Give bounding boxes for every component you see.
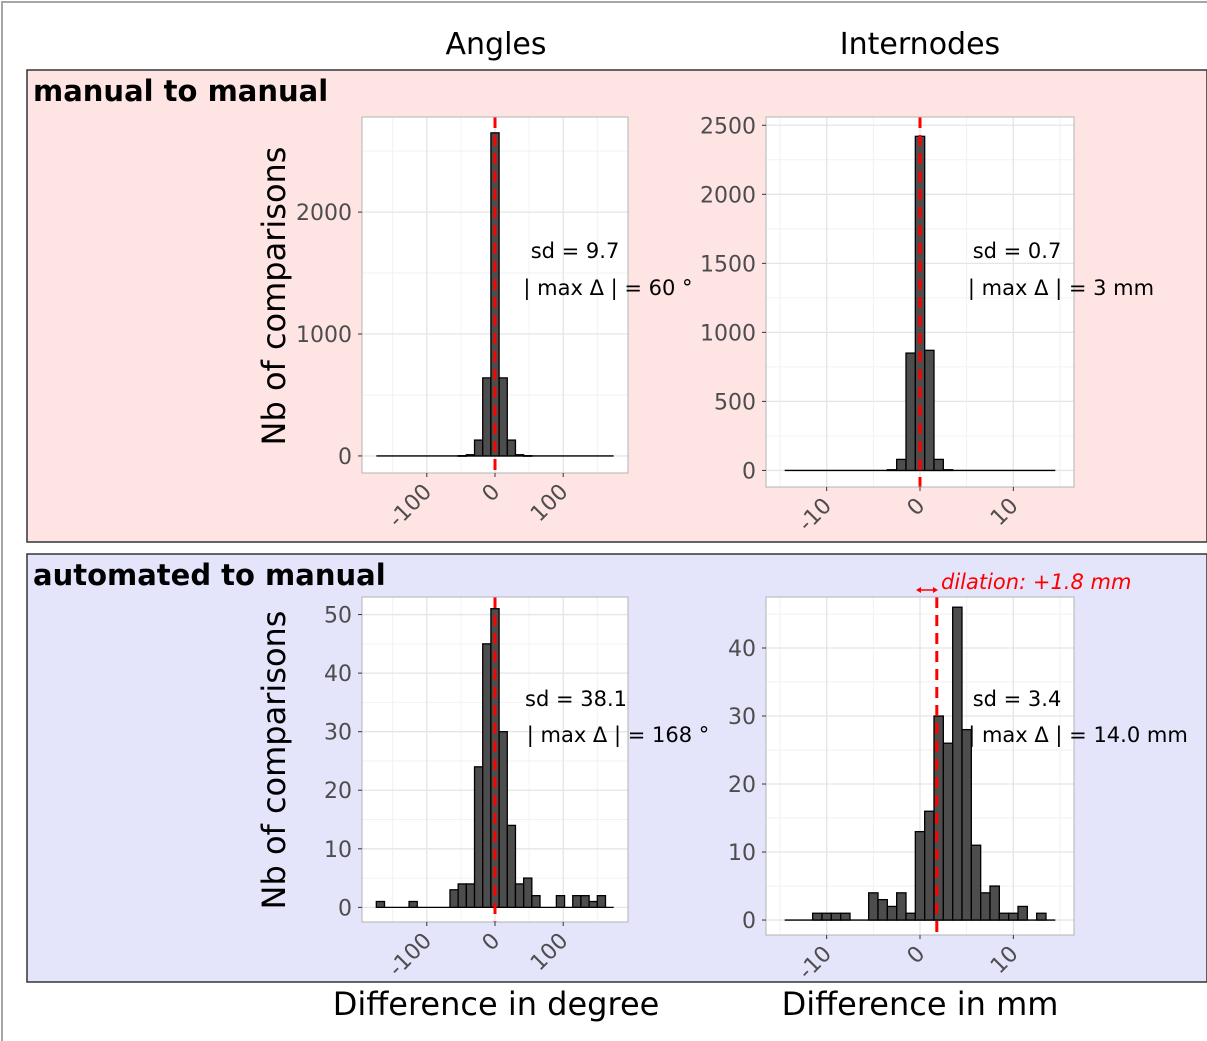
histogram-bar	[886, 905, 898, 921]
histogram-bar	[465, 454, 476, 457]
histogram-bar	[457, 455, 468, 457]
histogram-bar	[933, 458, 944, 472]
annotation-sd-internodes-automated: sd = 3.4	[973, 687, 1062, 711]
histogram-bar	[457, 883, 468, 909]
histogram-bar	[942, 742, 954, 921]
histogram-bar	[482, 643, 492, 909]
histogram-bar	[580, 894, 590, 909]
y-tick-label: 20	[728, 773, 756, 798]
histogram-bar	[482, 377, 492, 457]
row-title-automated: automated to manual	[33, 558, 386, 592]
histogram-bar	[1036, 912, 1047, 921]
histogram-bar	[914, 830, 926, 921]
y-tick-label: 40	[728, 637, 756, 662]
y-tick-label: 10	[324, 838, 352, 863]
histogram-bar	[1008, 912, 1019, 921]
histogram-bar	[896, 458, 907, 472]
histogram-bar	[531, 894, 541, 909]
histogram-bar	[980, 892, 991, 921]
histogram-bar	[555, 894, 566, 909]
histogram-bar	[588, 900, 598, 909]
y-tick-label: 30	[728, 705, 756, 730]
histogram-bar	[877, 898, 888, 921]
histogram-bar	[498, 377, 508, 457]
histogram-bar	[812, 912, 823, 921]
column-title-internodes: Internodes	[840, 27, 1000, 62]
xlabel-degree: Difference in degree	[333, 985, 660, 1023]
histogram-bar	[998, 912, 1010, 921]
y-tick-label: 30	[324, 721, 352, 746]
histogram-bar	[989, 885, 1000, 921]
y-tick-label: 0	[742, 459, 756, 484]
xlabel-mm: Difference in mm	[782, 985, 1059, 1023]
histogram-bar	[1017, 905, 1028, 921]
histogram-bar	[830, 912, 842, 921]
histogram-bar	[905, 912, 916, 921]
histogram-bar	[375, 900, 386, 909]
histogram-bar	[506, 439, 517, 457]
annotation-sd-angles-manual: sd = 9.7	[531, 239, 620, 263]
y-tick-label: 10	[728, 841, 756, 866]
dilation-arrow-icon	[916, 587, 938, 593]
histogram-bar	[522, 877, 533, 909]
histogram-bar	[522, 455, 533, 457]
y-tick-label: 40	[324, 662, 352, 687]
histogram-bar	[498, 731, 508, 909]
annotation-maxdelta-internodes-automated: | max Δ | = 14.0 mm	[968, 723, 1188, 748]
histogram-bar	[514, 883, 525, 909]
histogram-bar	[924, 810, 935, 921]
histogram-bar	[886, 469, 898, 472]
histogram-bar	[490, 132, 500, 457]
histogram-bar	[506, 824, 517, 909]
y-tick-label: 2000	[700, 183, 756, 208]
dilation-label: dilation: +1.8 mm	[941, 570, 1131, 594]
histogram-bar	[408, 900, 418, 909]
ylabel-row2: Nb of comparisons	[255, 611, 293, 910]
y-tick-label: 0	[338, 445, 352, 470]
histogram-bar	[868, 892, 879, 921]
y-tick-label: 0	[742, 909, 756, 934]
y-tick-label: 50	[324, 604, 352, 629]
y-tick-label: 2000	[296, 201, 352, 226]
histogram-bar	[942, 469, 954, 472]
histogram-bar	[465, 883, 476, 909]
y-tick-label: 20	[324, 779, 352, 804]
annotation-maxdelta-angles-manual: | max Δ | = 60 °	[523, 276, 692, 301]
histogram-bar	[952, 606, 963, 921]
histogram-bar	[473, 766, 484, 909]
histogram-bar	[840, 912, 851, 921]
row-title-manual: manual to manual	[33, 74, 328, 108]
histogram-bar	[905, 352, 916, 472]
y-tick-label: 500	[714, 390, 756, 415]
y-tick-label: 1500	[700, 252, 756, 277]
histogram-bar	[572, 894, 582, 909]
column-title-angles: Angles	[445, 27, 546, 62]
y-tick-label: 0	[338, 896, 352, 921]
annotation-sd-angles-automated: sd = 38.1	[525, 687, 627, 711]
y-tick-label: 1000	[296, 323, 352, 348]
ylabel-row1: Nb of comparisons	[255, 147, 293, 446]
histogram-bar	[596, 894, 607, 909]
histogram-bar	[961, 728, 972, 921]
histogram-bar	[896, 892, 907, 921]
annotation-maxdelta-angles-automated: | max Δ | = 168 °	[527, 723, 710, 748]
histogram-bar	[473, 439, 484, 457]
y-tick-label: 1000	[700, 321, 756, 346]
annotation-maxdelta-internodes-manual: | max Δ | = 3 mm	[968, 276, 1154, 301]
histogram-bar	[514, 454, 525, 457]
histogram-bar	[970, 844, 982, 921]
histogram-bar	[449, 889, 459, 909]
annotation-sd-internodes-manual: sd = 0.7	[973, 239, 1062, 263]
histogram-bar	[924, 349, 935, 472]
histogram-bar	[821, 912, 832, 921]
y-tick-label: 2500	[700, 114, 756, 139]
